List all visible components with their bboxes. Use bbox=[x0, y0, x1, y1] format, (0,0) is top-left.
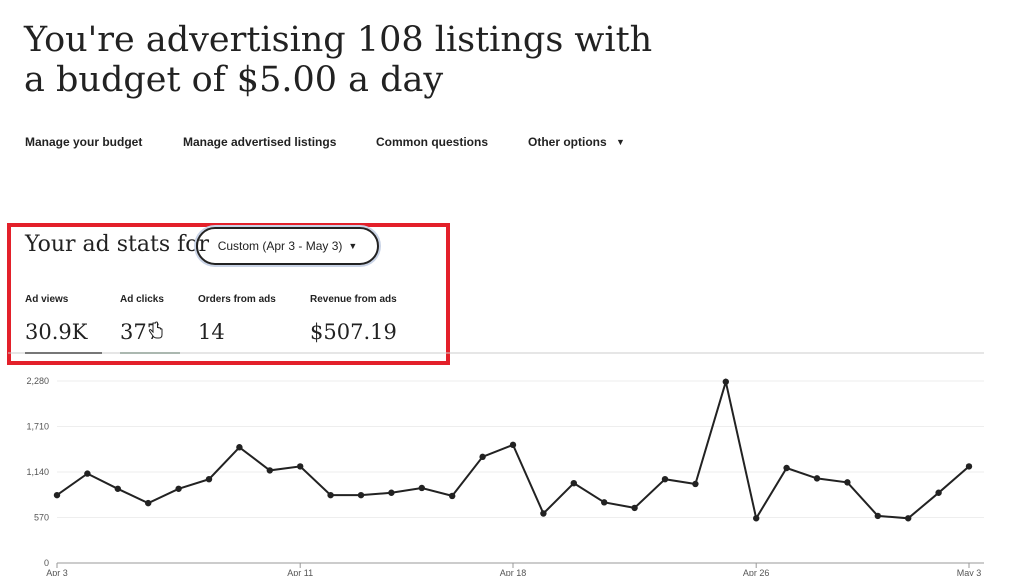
data-point bbox=[449, 492, 456, 500]
data-point bbox=[175, 485, 182, 492]
data-point bbox=[205, 475, 213, 483]
nav-label: Other options bbox=[528, 135, 607, 149]
hand-cursor-icon bbox=[148, 321, 163, 339]
data-point bbox=[783, 464, 790, 472]
caret-down-icon: ▼ bbox=[348, 241, 358, 251]
data-point bbox=[53, 491, 61, 499]
y-tick-label: 1,710 bbox=[26, 422, 49, 432]
x-tick-label: Apr 3 bbox=[46, 568, 68, 576]
data-point bbox=[145, 499, 152, 507]
x-tick-label: Apr 26 bbox=[743, 568, 770, 576]
data-point bbox=[753, 515, 760, 522]
other-options-dropdown[interactable]: Other options ▼ bbox=[528, 135, 625, 149]
data-point bbox=[874, 512, 881, 520]
stat-ad-views[interactable]: Ad views 30.9K bbox=[25, 294, 87, 344]
stat-value: 30.9K bbox=[25, 320, 88, 344]
data-point bbox=[388, 489, 395, 496]
date-range-label: Custom (Apr 3 - May 3) bbox=[217, 239, 343, 253]
highlight-annotation bbox=[7, 223, 450, 365]
data-point bbox=[813, 475, 821, 482]
data-point bbox=[418, 484, 425, 492]
data-point bbox=[327, 491, 334, 499]
x-tick-label: May 3 bbox=[957, 568, 982, 576]
y-tick-label: 2,280 bbox=[26, 376, 49, 386]
data-point bbox=[844, 479, 851, 486]
common-questions-link[interactable]: Common questions bbox=[376, 135, 488, 149]
data-point bbox=[965, 463, 973, 470]
data-point bbox=[84, 470, 91, 477]
series-line bbox=[56, 377, 970, 521]
data-point bbox=[509, 441, 517, 449]
nav-label: Common questions bbox=[376, 135, 489, 149]
y-axis-labels: 2,280 1,710 1,140 570 0 bbox=[26, 376, 49, 568]
stat-label: Ad views bbox=[25, 294, 69, 305]
stat-orders[interactable]: Orders from ads 14 bbox=[198, 294, 276, 344]
data-point bbox=[601, 499, 608, 506]
caret-down-icon: ▼ bbox=[616, 137, 625, 147]
stat-value: $507.19 bbox=[310, 320, 397, 344]
x-tick-label: Apr 18 bbox=[500, 568, 527, 576]
stat-label: Orders from ads bbox=[198, 294, 276, 305]
y-tick-label: 570 bbox=[34, 513, 49, 523]
data-point bbox=[905, 515, 912, 522]
data-point bbox=[935, 489, 942, 496]
page-title: You're advertising 108 listings with a b… bbox=[24, 20, 653, 100]
stat-label: Revenue from ads bbox=[310, 294, 397, 305]
stat-label: Ad clicks bbox=[120, 294, 164, 305]
nav-label: Manage your budget bbox=[25, 135, 143, 149]
data-point bbox=[266, 467, 273, 474]
data-point bbox=[357, 491, 365, 499]
data-point bbox=[631, 504, 638, 512]
manage-listings-link[interactable]: Manage advertised listings bbox=[183, 135, 336, 149]
stat-revenue[interactable]: Revenue from ads $507.19 bbox=[310, 294, 397, 344]
x-tick-label: Apr 11 bbox=[287, 568, 313, 576]
nav-label: Manage advertised listings bbox=[183, 135, 337, 149]
data-point bbox=[722, 378, 729, 385]
stat-value: 14 bbox=[198, 320, 225, 344]
data-point bbox=[570, 479, 577, 487]
data-point bbox=[540, 510, 547, 517]
data-point bbox=[236, 444, 243, 451]
data-point bbox=[692, 480, 699, 488]
data-point bbox=[479, 453, 486, 461]
y-tick-label: 0 bbox=[44, 558, 49, 568]
date-range-select[interactable]: Custom (Apr 3 - May 3) ▼ bbox=[196, 227, 379, 265]
data-point bbox=[297, 463, 304, 470]
chart-grid bbox=[57, 380, 984, 564]
y-tick-label: 1,140 bbox=[26, 467, 49, 477]
series-points bbox=[53, 378, 973, 522]
manage-budget-link[interactable]: Manage your budget bbox=[25, 135, 142, 149]
data-point bbox=[661, 475, 669, 483]
data-point bbox=[114, 485, 122, 492]
x-axis-labels: Apr 3 Apr 11 Apr 18 Apr 26 May 3 bbox=[46, 563, 981, 576]
stats-heading: Your ad stats for bbox=[25, 232, 210, 257]
